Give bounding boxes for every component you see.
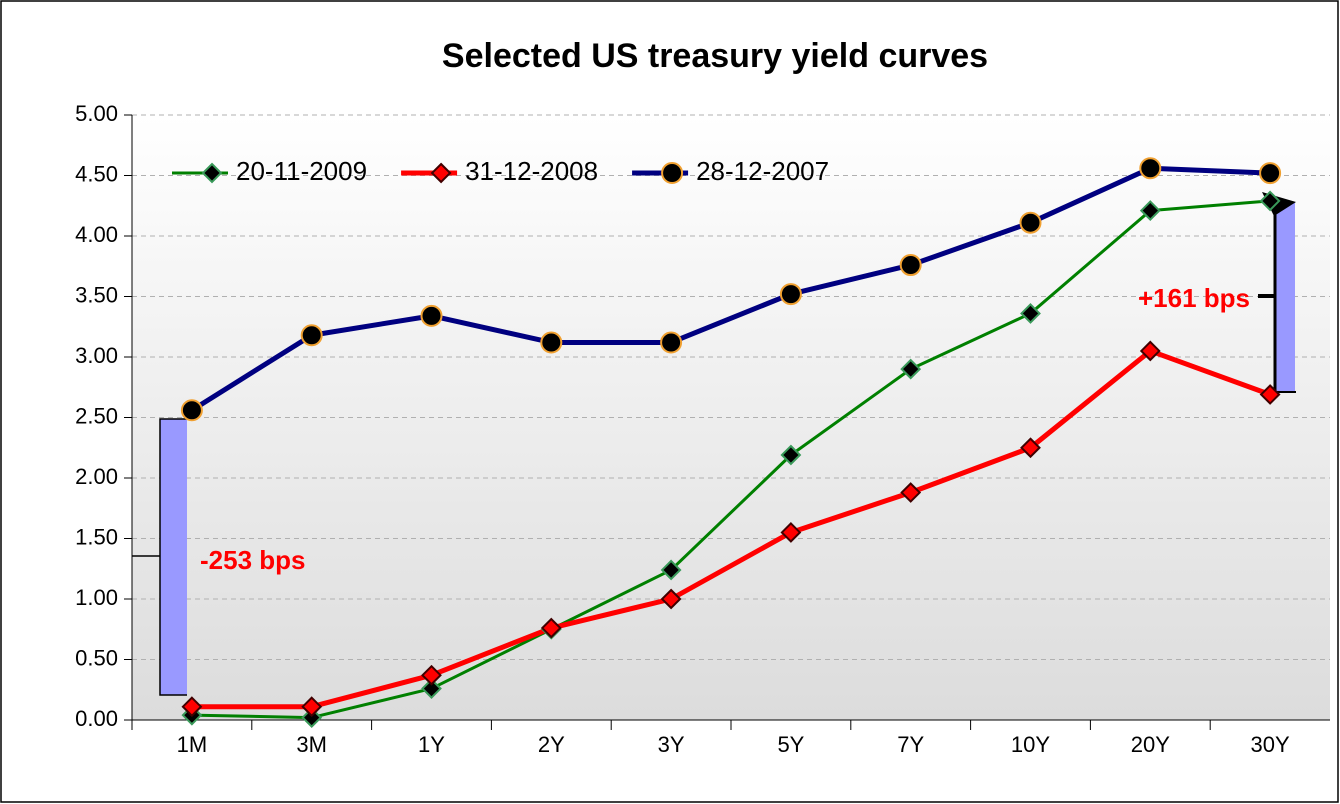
y-tick-label: 3.00 — [75, 343, 118, 368]
marker — [1139, 200, 1161, 222]
y-tick-label: 2.50 — [75, 403, 118, 428]
marker — [779, 283, 802, 306]
marker — [660, 331, 683, 354]
y-tick-label: 4.00 — [75, 222, 118, 247]
spread-bar — [1276, 202, 1295, 392]
y-tick-label: 1.00 — [75, 585, 118, 610]
legend-label: 28-12-2007 — [696, 156, 829, 186]
x-tick-label: 30Y — [1251, 732, 1290, 757]
x-tick-label: 20Y — [1131, 732, 1170, 757]
marker — [301, 707, 323, 728]
series-line — [191, 348, 1271, 710]
annotation-right — [1258, 192, 1296, 393]
marker — [540, 617, 562, 639]
marker — [421, 678, 442, 699]
series-line — [191, 199, 1271, 720]
marker — [300, 324, 323, 347]
legend-item: 20-11-2009 — [172, 156, 367, 186]
marker — [1020, 437, 1041, 459]
marker — [420, 304, 443, 327]
marker — [181, 696, 203, 718]
y-tick-label: 0.00 — [75, 706, 118, 731]
x-tick-label: 1M — [177, 732, 208, 757]
marker — [661, 162, 684, 184]
x-tick-label: 10Y — [1011, 732, 1050, 757]
marker — [301, 696, 323, 718]
marker — [660, 588, 682, 610]
legend-label: 31-12-2008 — [465, 156, 598, 186]
legend-label: 20-11-2009 — [236, 156, 367, 186]
marker — [421, 664, 442, 686]
plot: 20-11-2009 31-12-2008 28-12-2007 — [172, 156, 1282, 728]
bracket — [159, 418, 187, 696]
y-tick-label: 5.00 — [75, 101, 118, 126]
annotation-left — [132, 418, 187, 696]
x-tick-label: 5Y — [777, 732, 804, 757]
y-tick-label: 0.50 — [75, 645, 118, 670]
y-tick-label: 3.50 — [75, 282, 118, 307]
marker — [1259, 162, 1282, 185]
marker — [1259, 190, 1281, 212]
x-tick-label: 3Y — [658, 732, 685, 757]
legend-item: 31-12-2008 — [401, 156, 598, 186]
spread-bar — [160, 419, 187, 695]
marker — [1139, 340, 1161, 362]
x-tick-label: 2Y — [538, 732, 565, 757]
marker — [1020, 303, 1041, 324]
grid: 0.00 0.50 1.00 1.50 2.00 2.50 3.00 3.50 4.00 4.50… — [75, 101, 1330, 757]
marker — [780, 522, 802, 543]
y-tick-label: 4.50 — [75, 161, 118, 186]
marker — [900, 358, 922, 380]
marker — [180, 399, 203, 422]
legend-item: 28-12-2007 — [632, 156, 829, 186]
marker — [900, 482, 922, 503]
x-tick-label: 7Y — [897, 732, 924, 757]
chart-title: Selected US treasury yield curves — [442, 37, 988, 75]
marker — [540, 331, 563, 354]
annotation-label: +161 bps — [1138, 283, 1250, 313]
marker — [201, 162, 223, 184]
marker — [430, 162, 452, 184]
marker — [1019, 211, 1042, 234]
marker — [780, 444, 802, 466]
series-line — [190, 165, 1271, 413]
marker — [660, 559, 682, 581]
x-tick-label: 3M — [296, 732, 327, 757]
x-tick-label: 1Y — [418, 732, 445, 757]
marker — [1139, 157, 1162, 180]
marker — [899, 254, 922, 277]
annotation-label: -253 bps — [200, 545, 306, 575]
marker — [1259, 384, 1281, 405]
y-tick-label: 2.00 — [75, 464, 118, 489]
y-tick-label: 1.50 — [75, 524, 118, 549]
